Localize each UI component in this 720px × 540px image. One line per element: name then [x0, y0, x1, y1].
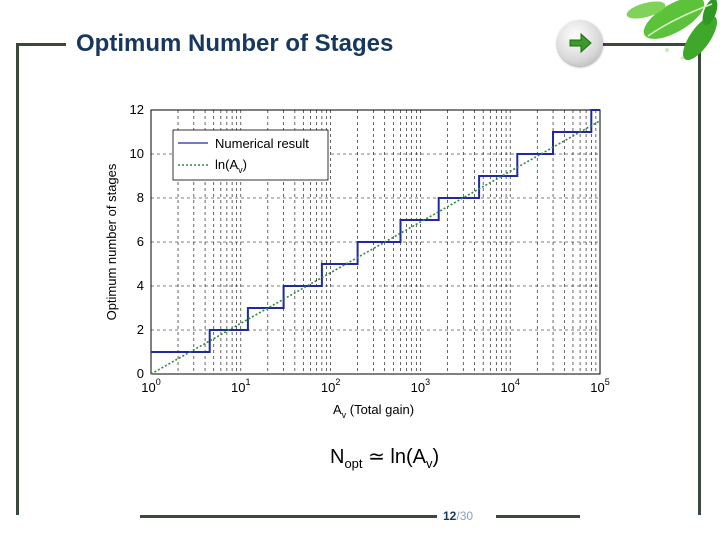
frame-top-left: [16, 43, 66, 46]
y-tick-label: 2: [137, 322, 144, 337]
x-tick-label: 102: [321, 377, 340, 395]
frame-bottom-left: [140, 515, 437, 518]
frame-bottom-right: [496, 515, 580, 518]
formula-rhs: ln(A: [390, 446, 426, 468]
x-axis-label-sub: v: [342, 410, 347, 420]
x-tick-label: 103: [411, 377, 430, 395]
legend-label-ln: ln(Av): [215, 157, 247, 175]
formula-lhs-sub: opt: [344, 456, 363, 471]
x-axis-label-rest: (Total gain): [346, 402, 414, 417]
series-numerical-result: [151, 109, 600, 353]
formula: Nopt ≃ ln(Av): [330, 444, 439, 471]
formula-relation: ≃: [368, 446, 385, 468]
frame-top-right: [603, 43, 701, 46]
formula-rhs-sub: v: [426, 456, 433, 471]
frame-right: [698, 43, 701, 515]
y-tick-label: 0: [137, 366, 144, 381]
y-tick-label: 4: [137, 278, 144, 293]
x-axis-label: Av (Total gain): [333, 402, 414, 420]
series-ln-av: [150, 120, 601, 375]
formula-rhs-close: ): [432, 446, 440, 468]
ticks: 0 2 4 6 8 10 12 100 101 102 103 104 105: [130, 102, 610, 395]
legend-ln-tail: ): [243, 157, 247, 172]
y-tick-label: 6: [137, 234, 144, 249]
next-slide-button[interactable]: [557, 20, 603, 66]
page-current: 12: [443, 509, 457, 523]
legend-label-numerical: Numerical result: [215, 136, 309, 151]
x-tick-label: 104: [500, 377, 519, 395]
slide-title: Optimum Number of Stages: [76, 30, 394, 57]
x-axis-label-main: A: [333, 402, 342, 417]
x-tick-label: 105: [590, 377, 609, 395]
y-axis-label: Optimum number of stages: [104, 163, 119, 320]
legend-ln-sub: v: [238, 165, 243, 175]
legend-ln-main: ln(A: [215, 157, 238, 172]
legend-box: [172, 129, 329, 181]
y-tick-label: 10: [130, 146, 144, 161]
y-tick-label: 8: [137, 190, 144, 205]
page-number: 12/30: [443, 509, 473, 523]
green-leaves-decoration: [626, 0, 718, 61]
series-group: [150, 109, 601, 375]
page-total: 30: [459, 509, 474, 523]
y-tick-label: 12: [130, 102, 144, 117]
plot-area: [150, 109, 601, 375]
x-tick-label: 101: [231, 377, 250, 395]
right-arrow-icon: [569, 32, 592, 54]
frame-left: [16, 43, 19, 515]
page-separator: /: [456, 509, 460, 523]
legend: Numerical result ln(Av): [172, 129, 329, 181]
formula-lhs: N: [330, 446, 345, 468]
x-tick-label: 100: [141, 377, 160, 395]
